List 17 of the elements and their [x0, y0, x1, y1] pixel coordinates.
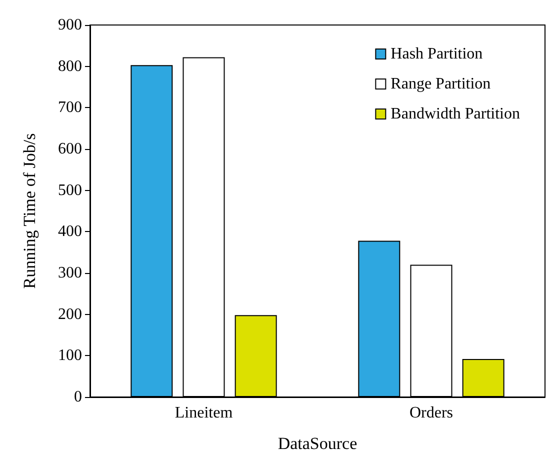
- y-tick-label: 400: [58, 223, 82, 240]
- y-axis-title: Running Time of Job/s: [20, 133, 39, 289]
- x-axis-title: DataSource: [278, 434, 358, 453]
- x-tick-label: Orders: [409, 404, 454, 422]
- y-tick-label: 900: [58, 16, 82, 34]
- y-tick-label: 800: [58, 58, 82, 75]
- legend-label: Hash Partition: [390, 46, 483, 62]
- y-tick-label: 100: [58, 347, 82, 364]
- x-tick-label: Lineitem: [174, 404, 234, 422]
- y-tick-label: 300: [58, 264, 82, 282]
- legend-label: Bandwidth Partition: [390, 106, 520, 122]
- y-tick-label: 500: [58, 182, 82, 199]
- y-tick-label: 600: [58, 140, 82, 158]
- y-tick-label: 200: [58, 306, 82, 323]
- y-tick-label: 700: [58, 99, 82, 116]
- y-tick-label: 0: [74, 388, 82, 406]
- legend-label: Range Partition: [390, 76, 491, 92]
